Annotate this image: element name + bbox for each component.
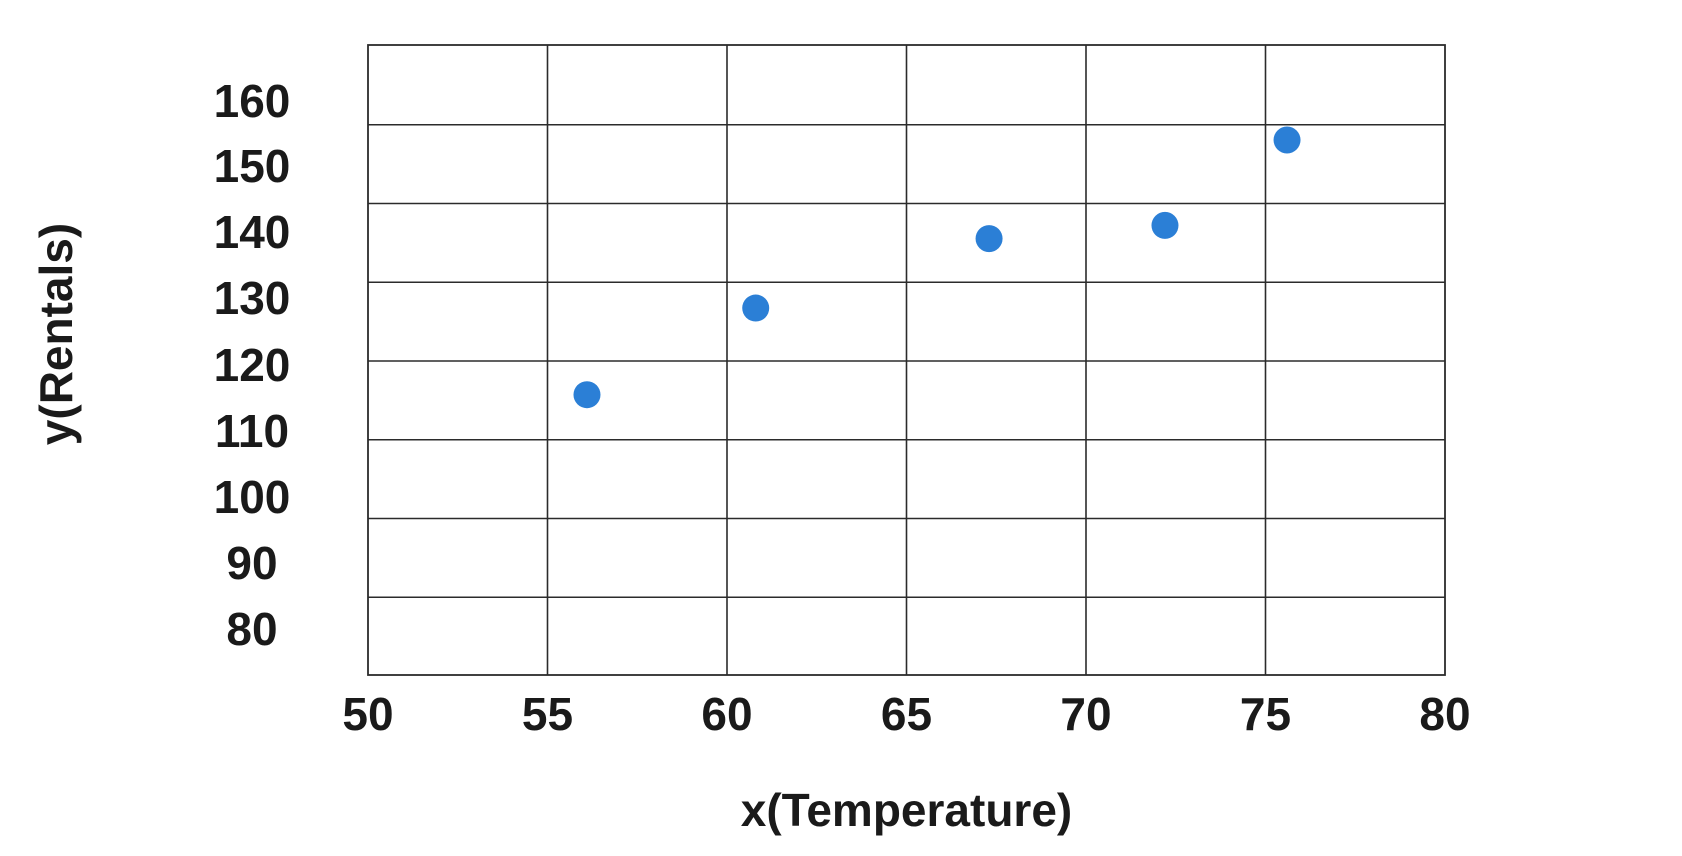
y-tick-label: 140 [214, 206, 291, 258]
data-point [975, 225, 1003, 253]
x-tick-label: 50 [342, 688, 393, 740]
y-tick-label: 130 [214, 272, 291, 324]
x-tick-label: 65 [881, 688, 932, 740]
y-tick-label: 90 [226, 537, 277, 589]
plot-area-frame [367, 44, 1446, 676]
y-tick-label: 100 [214, 471, 291, 523]
x-tick-label: 60 [701, 688, 752, 740]
data-point [573, 381, 601, 409]
data-points [573, 126, 1301, 409]
x-tick-label: 80 [1419, 688, 1470, 740]
x-tick-label: 70 [1060, 688, 1111, 740]
y-axis-tick-labels: 160 150 140 130 120 110 100 90 80 [214, 75, 291, 655]
data-point [742, 294, 770, 322]
data-point [1273, 126, 1301, 154]
y-tick-label: 110 [215, 405, 289, 457]
x-axis-title: x(Temperature) [741, 784, 1072, 836]
grid-lines [368, 45, 1445, 675]
x-axis-tick-labels: 50 55 60 65 70 75 80 [342, 688, 1470, 740]
y-tick-label: 150 [214, 140, 291, 192]
x-tick-label: 75 [1240, 688, 1291, 740]
y-tick-label: 160 [214, 75, 291, 127]
y-tick-label: 80 [226, 603, 277, 655]
data-point [1151, 211, 1179, 239]
y-axis-title: y(Rentals) [30, 223, 82, 445]
y-tick-label: 120 [214, 339, 291, 391]
x-tick-label: 55 [522, 688, 573, 740]
